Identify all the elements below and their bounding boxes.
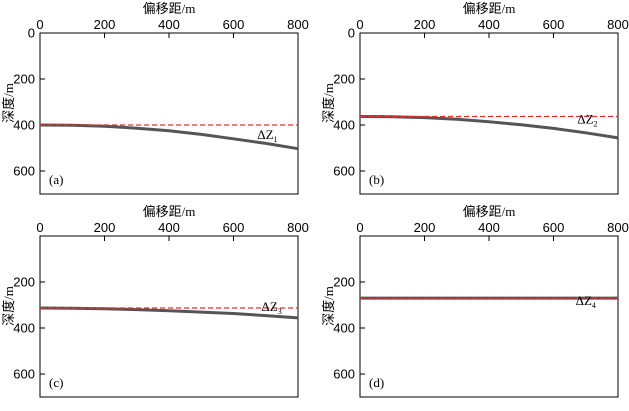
x-axis-title: 偏移距/m (463, 204, 516, 219)
y-axis-title: 深度/m (321, 286, 336, 326)
y-tick-label: 200 (333, 275, 355, 290)
y-tick-label: 200 (333, 72, 355, 87)
y-tick-label: 400 (13, 321, 35, 336)
y-tick-label: 400 (13, 118, 35, 133)
delta-z-annotation: ΔZ1 (257, 127, 277, 144)
y-tick-label: 600 (13, 164, 35, 179)
y-tick-label: 600 (13, 367, 35, 382)
x-tick-label: 0 (36, 220, 43, 235)
x-tick-label: 0 (356, 220, 363, 235)
x-tick-label: 400 (478, 17, 500, 32)
chart-panel-1: 0 200 400 600 800 0 200 400 600 偏移距/m 深度/m ΔZ1 (a) (1, 1, 309, 195)
y-axis-title: 深度/m (1, 286, 16, 326)
panel-label: (b) (369, 172, 384, 187)
depth-curve (39, 306, 299, 320)
x-tick-label: 800 (287, 220, 309, 235)
y-tick-label: 0 (348, 26, 355, 41)
chart-panel-2: 0 200 400 600 800 0 200 400 600 偏移距/m 深度/m ΔZ2 (b) (321, 1, 629, 195)
delta-z-annotation: ΔZ2 (577, 111, 597, 128)
y-axis-title: 深度/m (321, 83, 336, 123)
y-tick-label: 400 (333, 118, 355, 133)
x-tick-label: 0 (36, 17, 43, 32)
x-tick-label: 200 (94, 220, 116, 235)
x-tick-label: 400 (158, 220, 180, 235)
x-tick-label: 800 (607, 17, 629, 32)
y-tick-label: 0 (28, 26, 35, 41)
x-tick-label: 600 (543, 220, 565, 235)
x-tick-label: 200 (414, 17, 436, 32)
chart-panel-4: 0 200 400 600 800 200 400 600 偏移距/m 深度/m ΔZ4 (d) (321, 204, 629, 398)
y-tick-label: 600 (333, 164, 355, 179)
x-tick-label: 800 (287, 17, 309, 32)
x-tick-label: 600 (543, 17, 565, 32)
plot-frame (359, 235, 619, 398)
y-tick-label: 400 (333, 321, 355, 336)
x-axis-title: 偏移距/m (143, 204, 196, 219)
y-tick-label: 200 (13, 72, 35, 87)
x-tick-label: 200 (414, 220, 436, 235)
delta-z-annotation: ΔZ3 (261, 299, 281, 316)
delta-z-annotation: ΔZ4 (576, 293, 596, 310)
panel-label: (d) (369, 375, 384, 390)
x-tick-label: 200 (94, 17, 116, 32)
x-tick-label: 800 (607, 220, 629, 235)
panel-label: (c) (49, 375, 63, 390)
chart-panel-3: 0 200 400 600 800 200 400 600 偏移距/m 深度/m ΔZ3 (c) (1, 204, 309, 398)
panel-label: (a) (49, 172, 63, 187)
y-tick-label: 200 (13, 275, 35, 290)
x-tick-label: 600 (223, 17, 245, 32)
y-axis-title: 深度/m (1, 83, 16, 123)
x-tick-label: 400 (158, 17, 180, 32)
x-tick-label: 600 (223, 220, 245, 235)
x-axis-title: 偏移距/m (143, 1, 196, 16)
x-axis-title: 偏移距/m (463, 1, 516, 16)
plot-frame (39, 32, 299, 195)
x-tick-label: 0 (356, 17, 363, 32)
y-tick-label: 600 (333, 367, 355, 382)
x-tick-label: 400 (478, 220, 500, 235)
